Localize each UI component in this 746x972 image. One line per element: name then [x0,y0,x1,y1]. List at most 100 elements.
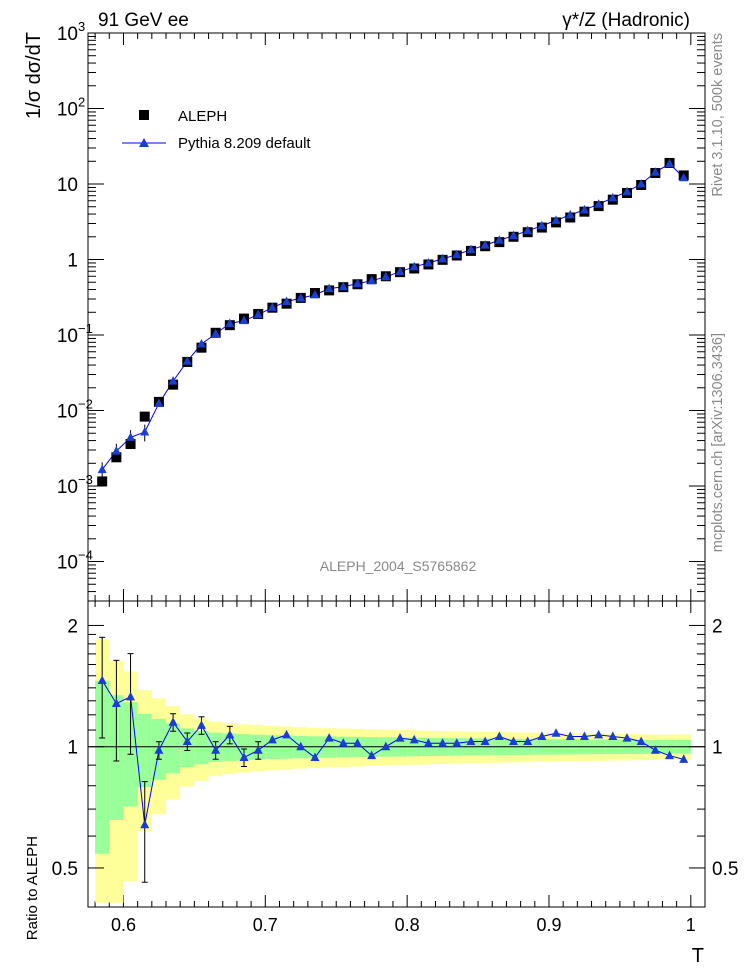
ratio-y-tick-label-right: 0.5 [712,859,738,880]
ratio-point [196,720,206,729]
ratio-point [154,745,164,754]
mc-point [636,179,646,188]
ratio-point [225,729,235,739]
y-tick-label: 10 [57,175,78,196]
ratio-y-tick-label-right: 2 [712,616,723,637]
ratio-point [126,691,136,701]
data-point [168,379,179,390]
mc-point [253,309,263,319]
process-label: γ*/Z (Hadronic) [562,10,690,31]
ratio-point [324,733,334,742]
x-axis-label: T [692,945,704,967]
y-tick-label: 10 [57,24,78,45]
inner-band-segment [95,680,110,854]
mc-point [423,257,433,267]
mc-point [579,204,589,214]
ratio-point [140,819,150,829]
ratio-frame [87,600,706,908]
y-tick-exponent: −4 [78,548,93,563]
energy-label: 91 GeV ee [98,10,189,31]
y-tick-label: 10 [57,100,78,121]
ratio-point [679,754,689,763]
y-tick-exponent: −2 [78,397,93,412]
ratio-point [523,736,533,746]
mc-point [381,271,391,281]
mc-point [154,398,164,407]
mc-point [338,281,348,291]
ratio-point [395,733,405,742]
inner-band-segment [166,723,181,774]
ratio-y-axis-label: Ratio to ALEPH [24,836,41,940]
ratio-y-tick-label: 1 [67,738,78,759]
mc-point [282,296,292,306]
ratio-point [466,736,476,746]
mc-point [140,426,150,436]
x-tick-label: 0.6 [111,915,136,935]
ratio-point [282,729,292,739]
mc-point [211,328,221,338]
mc-point [111,446,121,455]
mc-point [537,220,547,230]
ratio-point [409,734,419,744]
ratio-point [665,750,675,760]
analysis-id: ALEPH_2004_S5765862 [320,558,477,574]
mc-point [565,209,575,219]
mc-point [296,293,306,302]
mc-point [97,464,107,474]
ratio-point [480,736,490,746]
y-tick-exponent: 3 [78,19,85,34]
ratio-point [296,741,306,751]
mc-point [665,158,675,168]
ratio-point [565,731,575,741]
ratio-point [608,731,618,741]
mc-point [509,230,519,240]
ratio-point [423,738,433,747]
mc-point [324,283,334,293]
x-tick-label: 0.7 [253,915,278,935]
y-tick-label: 10 [57,553,78,574]
ratio-point [239,752,249,762]
ratio-point [579,731,589,741]
y-tick-label: 10 [57,402,78,423]
data-point [139,411,150,422]
legend-data-marker [139,110,149,120]
ratio-point [594,729,604,739]
ratio-point [111,698,121,708]
y-tick-exponent: −3 [78,472,93,487]
ratio-point [338,738,348,747]
mc-point [352,278,362,288]
x-tick-label: 0.8 [395,915,420,935]
y-tick-exponent: −1 [78,321,93,336]
legend-mc-marker [139,138,149,147]
main-y-axis-label: 1/σ dσ/dT [23,32,45,119]
mc-point [438,253,448,263]
ratio-point [267,734,277,744]
ratio-point [97,675,107,685]
mc-point [480,240,490,249]
inner-band-segment [194,730,209,765]
ratio-point [352,738,362,747]
mc-point [126,432,136,441]
y-tick-label: 1 [67,251,78,272]
ratio-point [381,741,391,751]
ratio-y-tick-label-right: 1 [712,738,723,759]
legend-mc-label: Pythia 8.209 default [178,135,311,152]
mc-point [679,172,689,182]
rivet-label: Rivet 3.1.10, 500k events [710,33,726,197]
mc-point [395,266,405,276]
mc-point [168,376,178,385]
ratio-point [650,745,660,754]
ratio-point [636,736,646,746]
mc-point [196,339,206,348]
mc-point [367,275,377,285]
mc-point [650,167,660,176]
mc-point [310,289,320,299]
ratio-point [622,733,632,742]
ratio-y-tick-label: 2 [67,616,78,637]
mc-point [551,215,561,224]
mc-point [494,235,504,244]
ratio-y-tick-label: 0.5 [52,859,78,880]
data-point [196,342,207,353]
ratio-point [551,728,561,737]
